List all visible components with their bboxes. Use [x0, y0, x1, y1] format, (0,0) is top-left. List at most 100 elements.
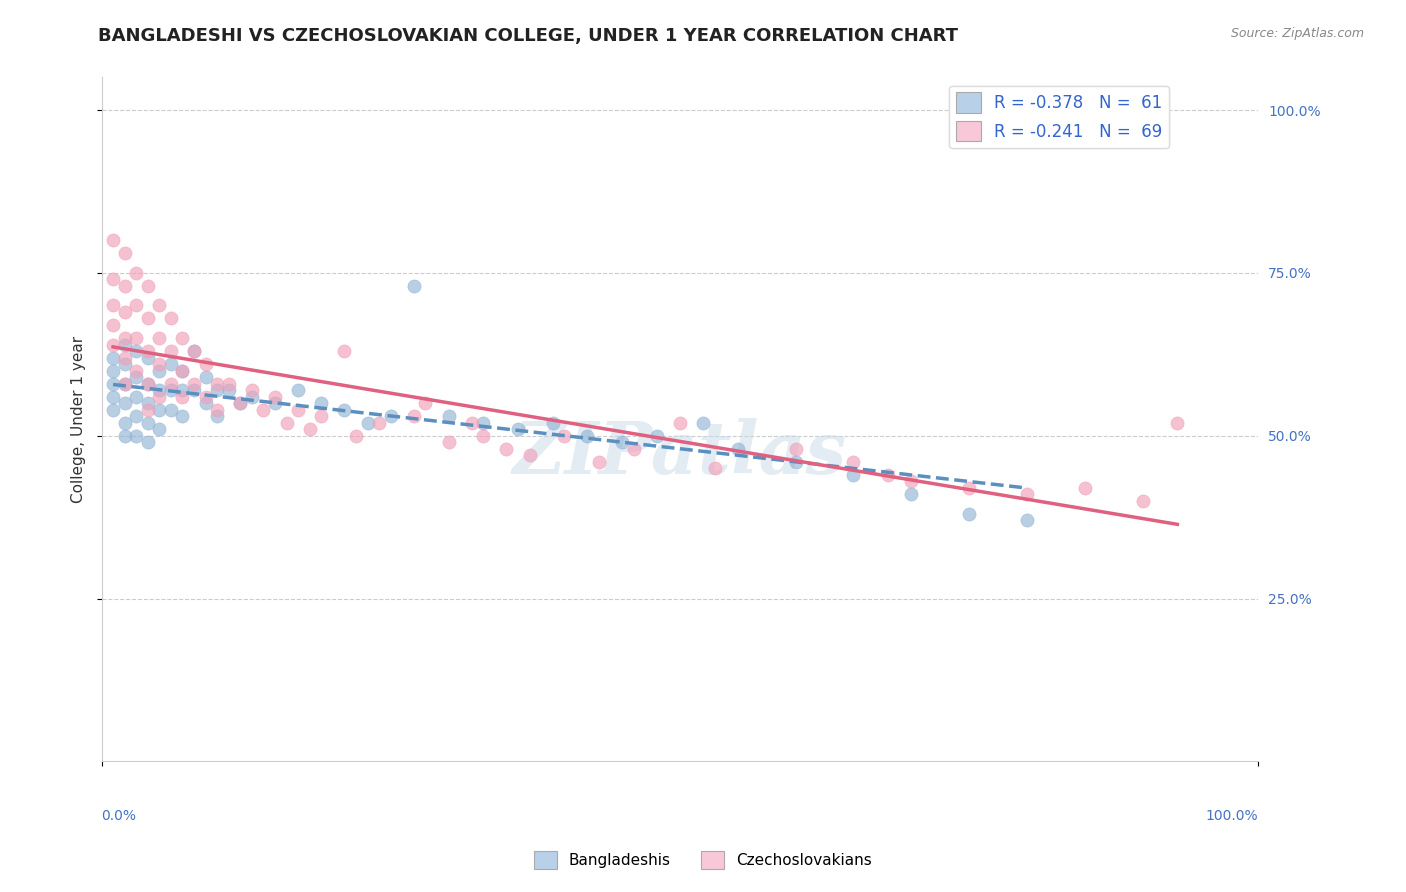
Point: [506, 422, 529, 436]
Point: [125, 428, 148, 442]
Point: [148, 383, 170, 397]
Point: [148, 402, 170, 417]
Point: [333, 344, 356, 359]
Point: [1015, 487, 1038, 501]
Point: [136, 376, 159, 391]
Point: [114, 246, 136, 260]
Point: [957, 507, 980, 521]
Point: [125, 409, 148, 424]
Point: [125, 390, 148, 404]
Point: [125, 331, 148, 345]
Point: [148, 422, 170, 436]
Point: [240, 390, 263, 404]
Point: [727, 442, 749, 456]
Point: [194, 357, 217, 371]
Point: [194, 370, 217, 384]
Point: [519, 448, 541, 462]
Point: [368, 416, 391, 430]
Point: [194, 390, 217, 404]
Point: [183, 383, 205, 397]
Legend: R = -0.378   N =  61, R = -0.241   N =  69: R = -0.378 N = 61, R = -0.241 N = 69: [949, 86, 1168, 148]
Point: [645, 428, 668, 442]
Point: [125, 370, 148, 384]
Y-axis label: College, Under 1 year: College, Under 1 year: [72, 336, 86, 503]
Point: [136, 416, 159, 430]
Point: [276, 416, 298, 430]
Point: [1132, 493, 1154, 508]
Text: Source: ZipAtlas.com: Source: ZipAtlas.com: [1230, 27, 1364, 40]
Point: [114, 337, 136, 351]
Point: [333, 402, 356, 417]
Point: [148, 363, 170, 377]
Point: [957, 481, 980, 495]
Text: ZIPatlas: ZIPatlas: [513, 418, 846, 489]
Point: [785, 455, 807, 469]
Point: [114, 396, 136, 410]
Point: [101, 337, 124, 351]
Point: [114, 376, 136, 391]
Point: [472, 416, 495, 430]
Point: [703, 461, 725, 475]
Point: [114, 376, 136, 391]
Point: [218, 376, 240, 391]
Point: [148, 298, 170, 312]
Text: 0.0%: 0.0%: [101, 809, 136, 823]
Point: [148, 331, 170, 345]
Point: [785, 442, 807, 456]
Point: [669, 416, 692, 430]
Point: [172, 409, 194, 424]
Point: [101, 390, 124, 404]
Point: [160, 311, 183, 326]
Point: [437, 435, 460, 450]
Point: [900, 475, 922, 489]
Point: [264, 390, 287, 404]
Point: [114, 357, 136, 371]
Point: [136, 311, 159, 326]
Point: [437, 409, 460, 424]
Point: [842, 455, 865, 469]
Point: [160, 402, 183, 417]
Point: [402, 278, 425, 293]
Point: [205, 409, 228, 424]
Point: [588, 455, 610, 469]
Point: [172, 390, 194, 404]
Point: [136, 344, 159, 359]
Point: [125, 298, 148, 312]
Point: [298, 422, 321, 436]
Point: [101, 318, 124, 332]
Point: [344, 428, 367, 442]
Point: [287, 383, 309, 397]
Point: [183, 344, 205, 359]
Point: [229, 396, 252, 410]
Point: [218, 383, 240, 397]
Point: [114, 331, 136, 345]
Point: [101, 272, 124, 286]
Point: [623, 442, 645, 456]
Point: [101, 376, 124, 391]
Point: [311, 396, 333, 410]
Point: [541, 416, 564, 430]
Point: [610, 435, 633, 450]
Point: [576, 428, 599, 442]
Point: [136, 396, 159, 410]
Point: [148, 390, 170, 404]
Point: [114, 428, 136, 442]
Point: [114, 305, 136, 319]
Point: [240, 383, 263, 397]
Point: [311, 409, 333, 424]
Point: [125, 344, 148, 359]
Point: [136, 278, 159, 293]
Point: [1166, 416, 1188, 430]
Point: [125, 363, 148, 377]
Point: [101, 298, 124, 312]
Point: [495, 442, 517, 456]
Text: BANGLADESHI VS CZECHOSLOVAKIAN COLLEGE, UNDER 1 YEAR CORRELATION CHART: BANGLADESHI VS CZECHOSLOVAKIAN COLLEGE, …: [98, 27, 959, 45]
Point: [553, 428, 575, 442]
Point: [356, 416, 378, 430]
Point: [148, 357, 170, 371]
Legend: Bangladeshis, Czechoslovakians: Bangladeshis, Czechoslovakians: [527, 845, 879, 875]
Point: [692, 416, 714, 430]
Point: [183, 376, 205, 391]
Point: [172, 383, 194, 397]
Point: [842, 467, 865, 482]
